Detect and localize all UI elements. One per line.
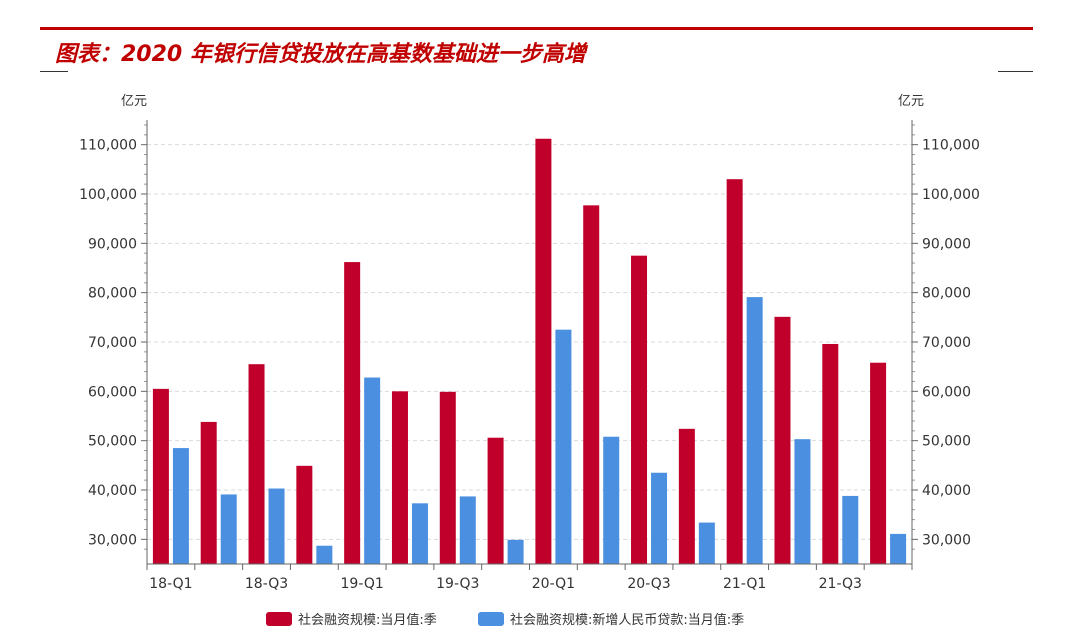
title-underline-left [40,71,68,72]
bar-series-2 [172,448,189,564]
bar-series-1 [248,364,265,564]
figure-title: 图表：2020 年银行信贷投放在高基数基础进一步高增 [55,42,586,67]
y-axis-unit-right: 亿元 [898,94,924,109]
legend-swatch-series-1 [266,611,292,626]
bar-series-2 [603,436,620,564]
bar-series-1 [487,437,504,564]
bar-series-1 [152,388,169,564]
title-top-rule [40,27,1033,30]
y-tick-label-left: 60,000 [88,384,137,400]
x-tick-label: 19-Q1 [341,576,384,592]
bar-series-1 [439,391,456,564]
bar-series-2 [507,539,524,564]
bar-series-1 [726,179,743,564]
bar-series-1 [678,428,695,564]
y-tick-label-right: 110,000 [922,138,980,154]
y-tick-label-right: 50,000 [922,434,971,450]
y-tick-label-left: 100,000 [79,187,137,203]
bar-series-1 [391,391,408,564]
bar-series-2 [890,533,907,564]
legend-item-series-1[interactable]: 社会融资规模:当月值:季 [266,609,437,628]
bar-series-2 [555,329,572,564]
bar-series-2 [651,472,668,564]
y-tick-label-left: 50,000 [88,434,137,450]
bar-series-1 [822,343,839,564]
legend-swatch-series-2 [478,611,504,626]
bar-series-1 [200,421,217,564]
bar-series-1 [344,262,361,564]
y-tick-label-left: 70,000 [88,335,137,351]
y-axis-unit-left: 亿元 [121,94,147,109]
y-tick-label-right: 40,000 [922,483,971,499]
bar-series-2 [842,495,859,564]
legend-label-series-2: 社会融资规模:新增人民币贷款:当月值:季 [510,613,745,628]
y-tick-label-right: 30,000 [922,532,971,548]
bar-series-2 [746,297,763,564]
y-tick-label-right: 60,000 [922,384,971,400]
bar-chart: 30,000 30,000 40,000 40,000 50,000 50,000 60,0… [79,94,980,592]
bar-series-2 [698,522,715,564]
y-tick-label-left: 90,000 [88,236,137,252]
legend-label-series-1: 社会融资规模:当月值:季 [298,613,437,628]
bar-series-2 [459,496,476,564]
x-tick-label: 18-Q3 [245,576,288,592]
bar-series-2 [411,503,428,564]
bar-series-1 [870,362,887,564]
bar-series-1 [296,465,313,564]
y-tick-label-right: 80,000 [922,286,971,302]
y-tick-label-right: 70,000 [922,335,971,351]
x-tick-label: 20-Q3 [627,576,670,592]
y-tick-label-left: 40,000 [88,483,137,499]
bar-series-2 [794,439,811,564]
bar-series-2 [316,545,333,564]
y-tick-label-right: 100,000 [922,187,980,203]
x-tick-label: 20-Q1 [532,576,575,592]
bars [152,138,907,564]
bar-series-2 [364,377,381,564]
axes: 30,000 30,000 40,000 40,000 50,000 50,000 60,0… [79,120,980,592]
y-tick-label-left: 110,000 [79,138,137,154]
y-tick-label-right: 90,000 [922,236,971,252]
bar-series-2 [220,494,237,564]
bar-series-1 [535,138,552,564]
x-tick-label: 18-Q1 [149,576,192,592]
legend-item-series-2[interactable]: 社会融资规模:新增人民币贷款:当月值:季 [478,609,744,628]
x-tick-label: 21-Q3 [819,576,862,592]
y-tick-label-left: 80,000 [88,286,137,302]
bar-series-2 [268,488,285,564]
bar-series-1 [631,255,648,564]
y-tick-label-left: 30,000 [88,532,137,548]
bar-series-1 [583,205,600,564]
chart-legend: 社会融资规模:当月值:季 社会融资规模:新增人民币贷款:当月值:季 [0,609,1076,631]
bar-series-1 [774,316,791,564]
x-tick-label: 21-Q1 [723,576,766,592]
x-tick-label: 19-Q3 [436,576,479,592]
title-underline-right [998,71,1033,72]
